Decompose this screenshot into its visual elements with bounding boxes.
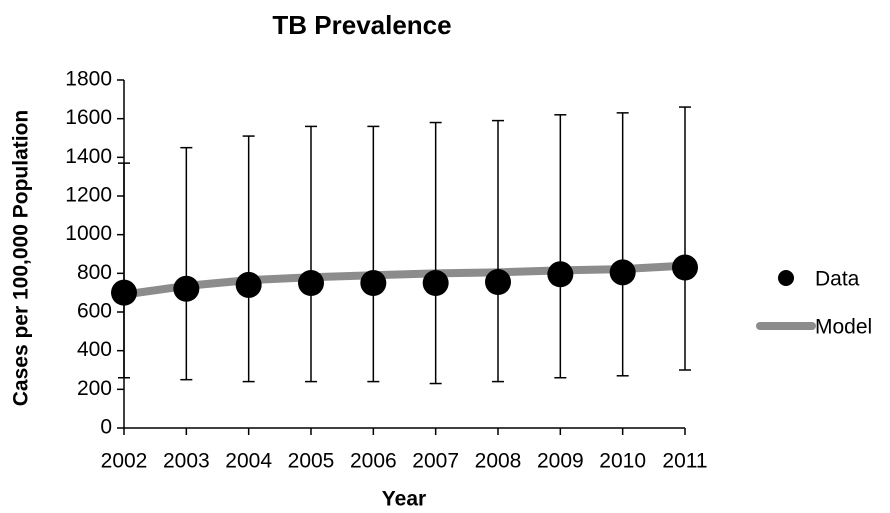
x-tick-label: 2010 <box>599 450 646 473</box>
data-point <box>173 275 200 302</box>
x-tick-label: 2006 <box>350 450 397 473</box>
chart-title: TB Prevalence <box>272 10 451 40</box>
y-tick-label: 200 <box>77 377 112 400</box>
legend-label: Model <box>815 316 872 339</box>
x-tick-label: 2005 <box>288 450 335 473</box>
y-tick-label: 0 <box>100 416 112 439</box>
data-point <box>360 270 387 296</box>
data-point <box>298 270 324 296</box>
data-point <box>235 271 262 298</box>
data-point <box>111 279 137 306</box>
y-tick-label: 1200 <box>65 184 112 207</box>
x-tick-label: 2009 <box>537 450 584 473</box>
x-tick-label: 2008 <box>475 450 522 473</box>
data-point <box>672 254 698 281</box>
data-point <box>609 259 636 286</box>
legend-swatch <box>778 270 794 286</box>
y-tick-label: 1000 <box>65 222 112 245</box>
y-tick-label: 600 <box>77 300 112 323</box>
x-tick-label: 2011 <box>662 450 707 473</box>
x-tick-label: 2007 <box>412 450 459 473</box>
y-tick-label: 800 <box>77 261 112 284</box>
data-point <box>485 269 511 296</box>
model-line <box>123 261 686 299</box>
y-tick-label: 1800 <box>65 68 112 91</box>
x-tick-label: 2002 <box>101 450 148 473</box>
data-point <box>547 261 574 288</box>
y-tick-label: 1600 <box>65 106 112 129</box>
y-tick-label: 400 <box>77 338 112 361</box>
y-axis-title: Cases per 100,000 Population <box>10 110 33 406</box>
y-tick-label: 1400 <box>65 145 112 168</box>
data-point <box>422 270 449 296</box>
x-tick-label: 2004 <box>225 450 272 473</box>
x-tick-label: 2003 <box>163 450 210 473</box>
x-axis-title: Year <box>382 488 426 511</box>
legend-label: Data <box>815 268 860 291</box>
